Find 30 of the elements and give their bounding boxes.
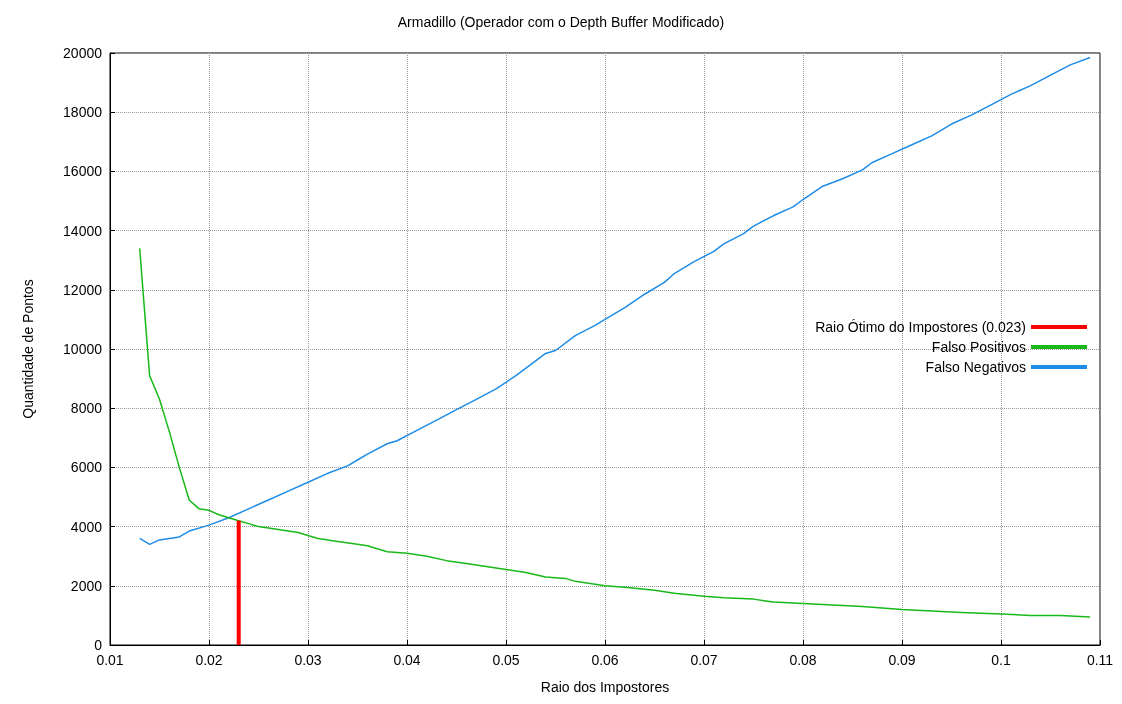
legend-label: Raio Ótimo do Impostores (0.023) [815, 319, 1026, 335]
x-tick-label: 0.1 [991, 652, 1011, 668]
y-tick-label: 8000 [70, 400, 103, 417]
x-tick-label: 0.01 [96, 652, 124, 668]
x-tick-label: 0.11 [1086, 652, 1114, 668]
y-tick-label: 12000 [63, 281, 103, 298]
chart-title: Armadillo (Operador com o Depth Buffer Modificado) [397, 14, 725, 30]
y-tick-label: 18000 [63, 104, 103, 121]
x-tick-label: 0.08 [789, 652, 817, 668]
y-tick-label: 2000 [70, 577, 103, 594]
x-tick-label: 0.03 [294, 652, 322, 668]
y-tick-label: 20000 [63, 45, 103, 61]
x-tick-label: 0.06 [591, 652, 619, 668]
line-series [138, 247, 1091, 618]
x-tick-label: 0.07 [690, 652, 718, 668]
y-tick-label: 16000 [63, 163, 103, 180]
line-series [138, 56, 1091, 546]
legend-label: Falso Positivos [931, 339, 1026, 355]
y-tick-label: 14000 [63, 222, 103, 239]
y-tick-label: 10000 [63, 341, 103, 357]
y-tick-label: 6000 [70, 459, 103, 476]
x-axis-title: Raio dos Impostores [540, 679, 670, 695]
y-tick-label: 4000 [70, 518, 103, 535]
legend-label: Falso Negativos [925, 359, 1026, 375]
x-tick-label: 0.09 [888, 652, 916, 668]
y-tick-label: 0 [94, 637, 103, 653]
x-tick-label: 0.04 [393, 652, 421, 668]
x-tick-label: 0.02 [195, 652, 223, 668]
y-axis-title: Quantidade de Pontos [20, 279, 36, 419]
x-tick-label: 0.05 [492, 652, 520, 668]
